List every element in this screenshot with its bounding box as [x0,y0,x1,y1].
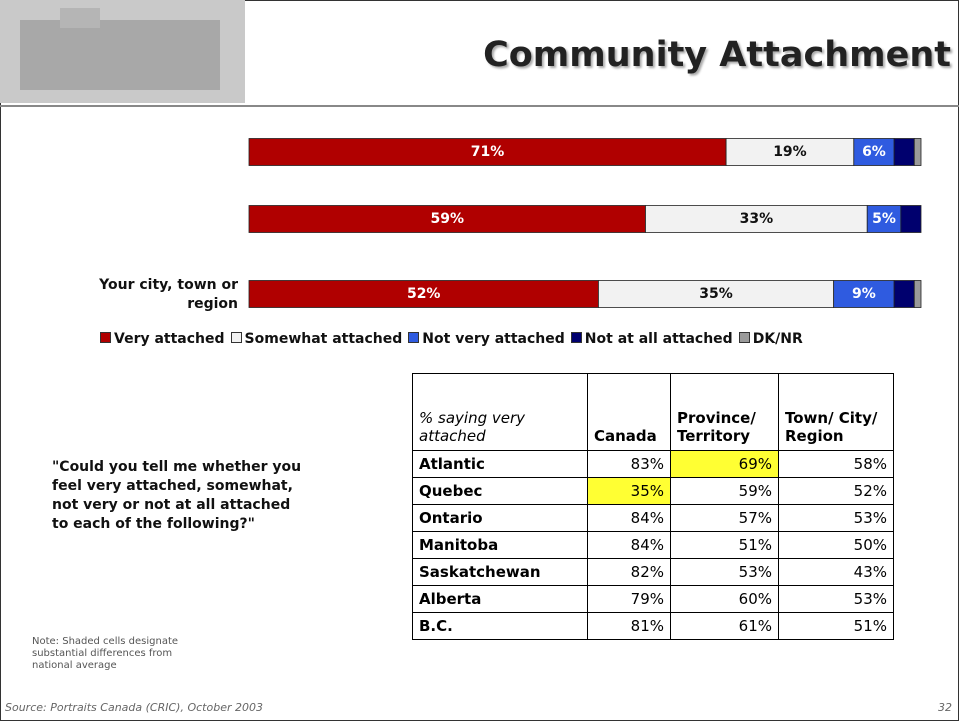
legend-item: Somewhat attached [231,331,403,347]
table-cell: B.C. [413,613,588,640]
column-header: % saying very attached [413,374,588,451]
value-label: 35% [699,286,733,302]
table-cell: 50% [779,532,894,559]
value-label: 9% [852,286,876,302]
bar-segment [894,139,914,166]
table-cell: 43% [779,559,894,586]
column-header: Town/ City/ Region [779,374,894,451]
table-cell: 53% [779,505,894,532]
table-cell: 58% [779,451,894,478]
table-cell: 60% [671,586,779,613]
slide: Community Attachment 71% 19% 6% 59% 33% 5% You… [0,0,959,721]
bar-segment [901,206,921,233]
value-label: 59% [430,211,464,227]
table-cell: Alberta [413,586,588,613]
building-shape [20,20,220,90]
value-label: 5% [872,211,896,227]
legend-swatch [571,332,582,343]
table-cell: 52% [779,478,894,505]
legend-swatch [231,332,242,343]
table-cell: 57% [671,505,779,532]
table-cell: 83% [588,451,671,478]
legend-swatch [100,332,111,343]
legend-item: DK/NR [739,331,803,347]
note: Note: Shaded cells designate substantial… [32,636,197,672]
table-cell: 61% [671,613,779,640]
legend-item: Very attached [100,331,225,347]
table-cell: Saskatchewan [413,559,588,586]
table-cell: 51% [779,613,894,640]
table-cell: 84% [588,505,671,532]
legend-item: Not at all attached [571,331,733,347]
bar-segment [914,281,921,308]
table-row: B.C.81%61%51% [413,613,894,640]
legend-swatch [408,332,419,343]
table-cell: 59% [671,478,779,505]
table-cell: 82% [588,559,671,586]
building-tower [60,8,100,28]
table-cell: Atlantic [413,451,588,478]
table-cell: 81% [588,613,671,640]
table-cell: 53% [671,559,779,586]
slide-title: Community Attachment [483,35,951,75]
table-cell: Manitoba [413,532,588,559]
value-label: 71% [471,144,505,160]
legend-label: Not at all attached [585,331,733,347]
table-cell: 35% [588,478,671,505]
column-header: Province/ Territory [671,374,779,451]
page-number: 32 [938,701,952,714]
table-cell: 51% [671,532,779,559]
legend-label: Very attached [114,331,225,347]
legend-label: DK/NR [753,331,803,347]
value-label: 52% [407,286,441,302]
table-cell: Ontario [413,505,588,532]
legend-label: Not very attached [422,331,565,347]
bar-segment [894,281,914,308]
legend: Very attached Somewhat attached Not very a… [100,331,930,347]
table-cell: Quebec [413,478,588,505]
legend-swatch [739,332,750,343]
bar-segment [914,139,921,166]
question: "Could you tell me whether you feel very… [52,458,302,534]
table-cell: 53% [779,586,894,613]
legend-item: Not very attached [408,331,565,347]
table-cell: 79% [588,586,671,613]
legend-label: Somewhat attached [245,331,403,347]
value-label: 19% [773,144,807,160]
value-label: 33% [740,211,774,227]
table-cell: 69% [671,451,779,478]
column-header: Canada [588,374,671,451]
source: Source: Portraits Canada (CRIC), October… [5,701,263,714]
value-label: 6% [862,144,886,160]
table-cell: 84% [588,532,671,559]
